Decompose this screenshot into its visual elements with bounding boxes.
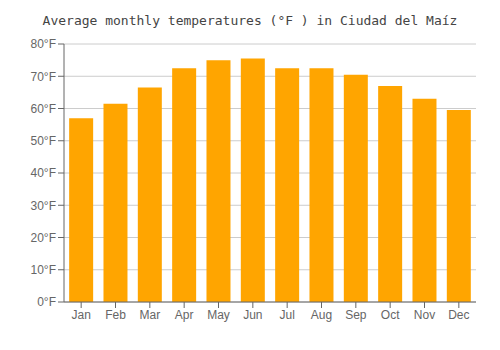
svg-text:Sep: Sep <box>345 308 367 322</box>
svg-text:50°F: 50°F <box>31 134 56 148</box>
svg-text:Apr: Apr <box>175 308 194 322</box>
html-text:Average monthly temperatures (: Average monthly temperatures (°F ) in Ci… <box>42 13 458 28</box>
svg-text:Jun: Jun <box>243 308 262 322</box>
svg-text:Dec: Dec <box>448 308 469 322</box>
svg-text:40°F: 40°F <box>31 166 56 180</box>
svg-text:70°F: 70°F <box>31 70 56 84</box>
svg-text:30°F: 30°F <box>31 199 56 213</box>
svg-text:10°F: 10°F <box>31 263 56 277</box>
svg-text:Jul: Jul <box>279 308 294 322</box>
svg-text:60°F: 60°F <box>31 102 56 116</box>
svg-text:0°F: 0°F <box>37 295 56 309</box>
svg-text:May: May <box>207 308 230 322</box>
svg-text:Nov: Nov <box>414 308 435 322</box>
svg-text:20°F: 20°F <box>31 231 56 245</box>
svg-text:Mar: Mar <box>139 308 160 322</box>
svg-text:Jan: Jan <box>71 308 90 322</box>
svg-text:Oct: Oct <box>381 308 400 322</box>
svg-text:80°F: 80°F <box>31 37 56 51</box>
svg-text:Feb: Feb <box>105 308 126 322</box>
svg-text:Aug: Aug <box>311 308 332 322</box>
